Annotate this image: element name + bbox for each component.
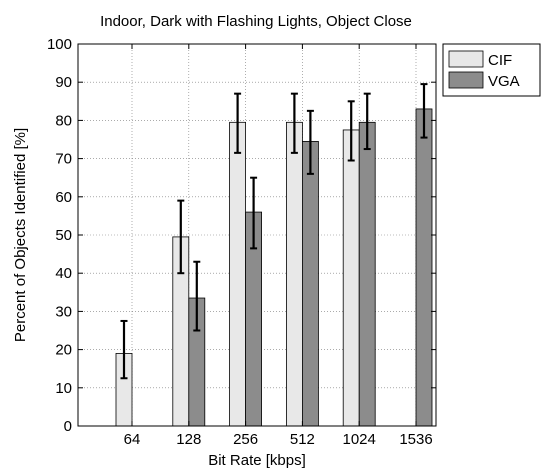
bars xyxy=(115,108,433,427)
y-tick-label: 90 xyxy=(55,74,72,91)
legend-swatch-vga xyxy=(448,71,484,89)
y-tick-label: 10 xyxy=(55,380,72,397)
error-bars xyxy=(120,83,428,380)
bar-cif xyxy=(229,121,247,427)
bar-cif xyxy=(285,121,303,427)
y-tick-label: 20 xyxy=(55,342,72,359)
y-tick-label: 60 xyxy=(55,189,72,206)
x-tick-label: 256 xyxy=(233,431,258,448)
y-tick-label: 30 xyxy=(55,303,72,320)
x-tick-label: 64 xyxy=(124,431,141,448)
bar-vga xyxy=(415,108,433,427)
bar-cif xyxy=(342,129,360,427)
x-tick-label: 1024 xyxy=(343,431,376,448)
y-axis-label: Percent of Objects Identified [%] xyxy=(12,128,29,342)
axes: 0 10 20 30 40 50 60 70 80 90 100 64 128 256 512 1024 153… xyxy=(47,36,436,448)
y-tick-label: 50 xyxy=(55,227,72,244)
bar-vga xyxy=(358,121,376,427)
chart-title: Indoor, Dark with Flashing Lights, Objec… xyxy=(100,13,412,30)
y-tick-label: 40 xyxy=(55,265,72,282)
y-tick-label: 80 xyxy=(55,112,72,129)
legend-swatch-cif xyxy=(448,50,484,68)
legend-label-cif: CIF xyxy=(488,52,512,69)
y-tick-label: 0 xyxy=(64,418,72,435)
x-tick-label: 512 xyxy=(290,431,315,448)
y-tick-label: 100 xyxy=(47,36,72,53)
bar-vga xyxy=(301,141,319,427)
legend: CIF VGA xyxy=(442,43,541,97)
x-tick-label: 1536 xyxy=(399,431,432,448)
x-tick-label: 128 xyxy=(176,431,201,448)
y-tick-label: 70 xyxy=(55,151,72,168)
x-axis-label: Bit Rate [kbps] xyxy=(208,452,306,469)
legend-label-vga: VGA xyxy=(488,73,520,90)
